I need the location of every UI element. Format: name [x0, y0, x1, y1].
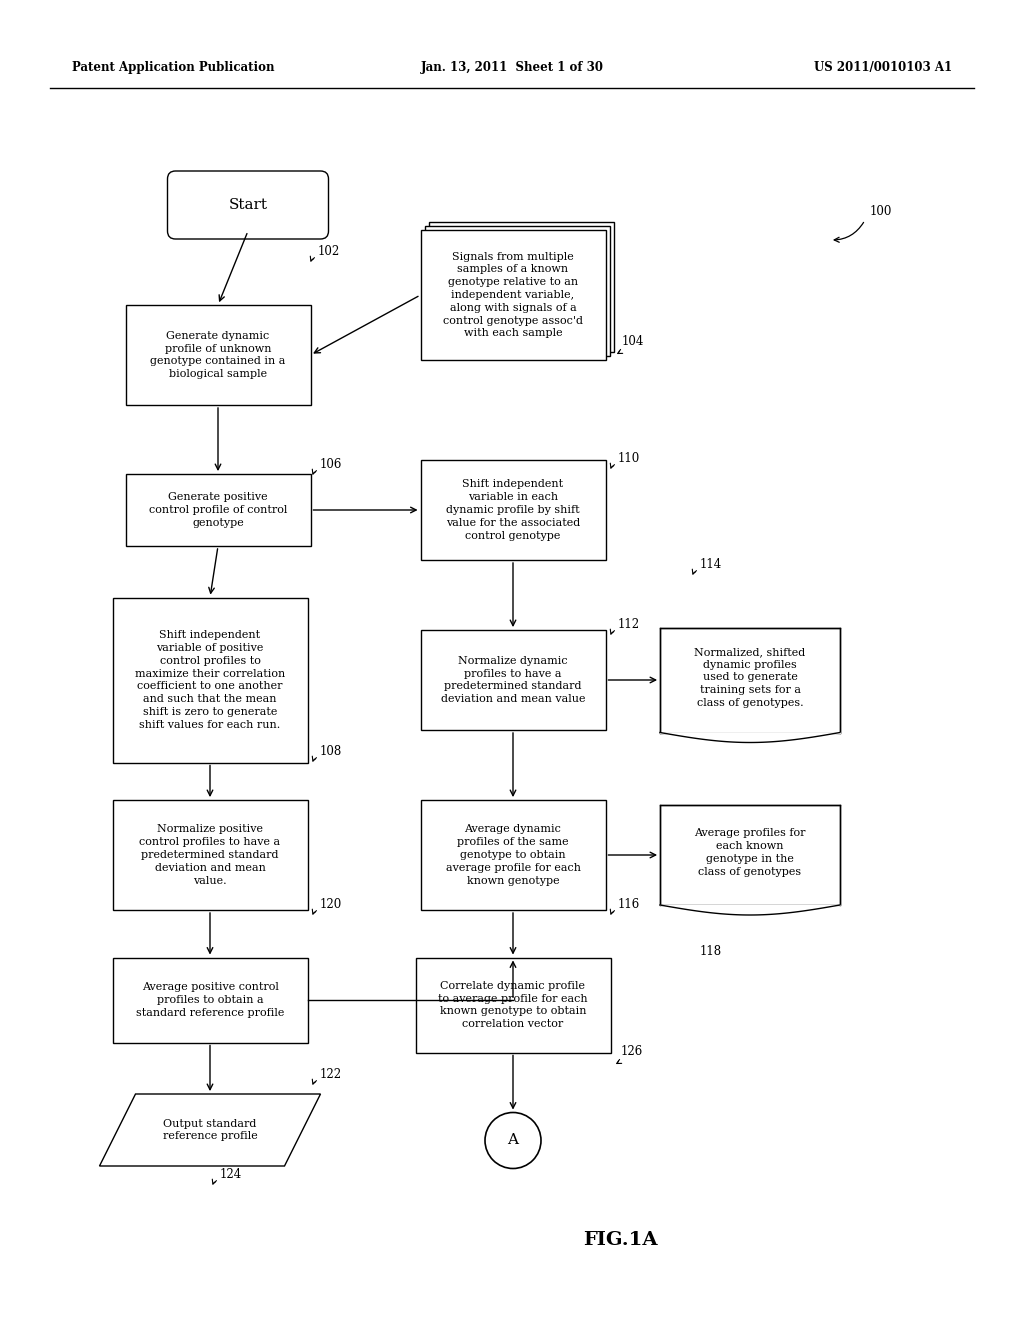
Text: 126: 126 [621, 1045, 643, 1059]
Bar [428, 222, 613, 352]
Bar [421, 230, 605, 360]
Bar [113, 598, 307, 763]
FancyBboxPatch shape [168, 172, 329, 239]
Text: Start: Start [228, 198, 267, 213]
Text: FIG.1A: FIG.1A [583, 1232, 657, 1249]
Text: Average dynamic
profiles of the same
genotype to obtain
average profile for each: Average dynamic profiles of the same gen… [445, 825, 581, 886]
Text: 100: 100 [870, 205, 892, 218]
Bar [421, 630, 605, 730]
Text: Generate positive
control profile of control
genotype: Generate positive control profile of con… [148, 492, 287, 528]
Text: Normalized, shifted
dynamic profiles
used to generate
training sets for a
class : Normalized, shifted dynamic profiles use… [694, 647, 806, 708]
Bar [421, 800, 605, 909]
Text: 104: 104 [622, 335, 644, 348]
Text: 124: 124 [220, 1168, 243, 1181]
Text: 102: 102 [318, 246, 340, 257]
Text: Normalize dynamic
profiles to have a
predetermined standard
deviation and mean v: Normalize dynamic profiles to have a pre… [440, 656, 586, 704]
Bar [113, 800, 307, 909]
Text: Patent Application Publication: Patent Application Publication [72, 62, 274, 74]
Bar [416, 957, 610, 1052]
Text: Shift independent
variable in each
dynamic profile by shift
value for the associ: Shift independent variable in each dynam… [445, 479, 581, 541]
Text: 116: 116 [618, 898, 640, 911]
Bar [421, 459, 605, 560]
Text: Jan. 13, 2011  Sheet 1 of 30: Jan. 13, 2011 Sheet 1 of 30 [421, 62, 603, 74]
Text: Generate dynamic
profile of unknown
genotype contained in a
biological sample: Generate dynamic profile of unknown geno… [151, 331, 286, 379]
Text: Signals from multiple
samples of a known
genotype relative to an
independent var: Signals from multiple samples of a known… [443, 252, 583, 338]
Text: Output standard
reference profile: Output standard reference profile [163, 1118, 257, 1142]
Text: 108: 108 [319, 744, 342, 758]
Text: 112: 112 [618, 618, 640, 631]
Polygon shape [99, 1094, 321, 1166]
Text: Average positive control
profiles to obtain a
standard reference profile: Average positive control profiles to obt… [136, 982, 285, 1018]
Text: 120: 120 [319, 898, 342, 911]
Text: 110: 110 [618, 451, 640, 465]
Text: 118: 118 [700, 945, 722, 958]
Bar [126, 474, 310, 546]
Bar [113, 957, 307, 1043]
Text: A: A [508, 1134, 518, 1147]
Text: Correlate dynamic profile
to average profile for each
known genotype to obtain
c: Correlate dynamic profile to average pro… [438, 981, 588, 1030]
Text: 106: 106 [319, 458, 342, 471]
Bar [126, 305, 310, 405]
Text: US 2011/0010103 A1: US 2011/0010103 A1 [814, 62, 952, 74]
Text: Normalize positive
control profiles to have a
predetermined standard
deviation a: Normalize positive control profiles to h… [139, 825, 281, 886]
Text: Average profiles for
each known
genotype in the
class of genotypes: Average profiles for each known genotype… [694, 829, 806, 876]
Bar [660, 627, 840, 733]
Bar [425, 226, 609, 356]
Text: 122: 122 [319, 1068, 342, 1081]
Text: Shift independent
variable of positive
control profiles to
maximize their correl: Shift independent variable of positive c… [135, 630, 285, 730]
Text: 114: 114 [700, 558, 722, 572]
Bar [660, 805, 840, 906]
